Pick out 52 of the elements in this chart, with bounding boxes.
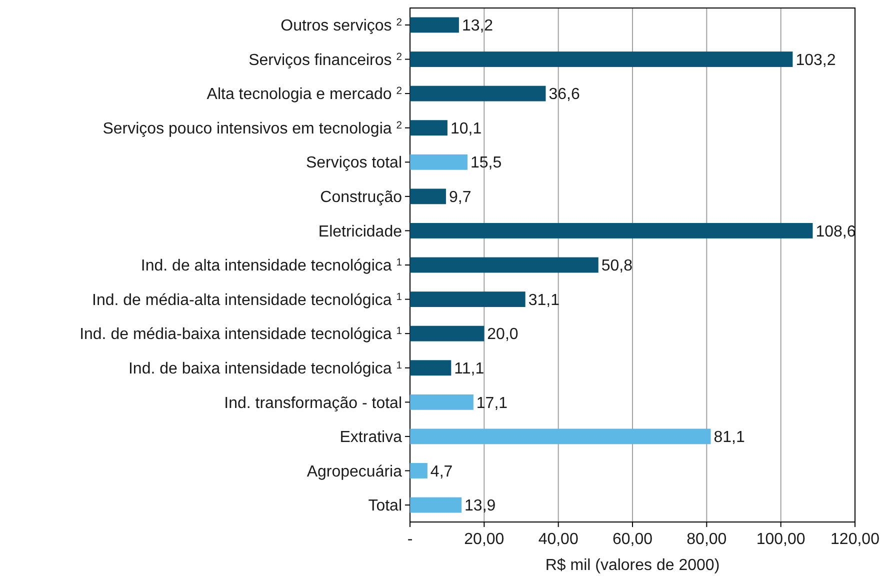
y-tick-label: Extrativa	[340, 429, 402, 446]
bar	[410, 428, 711, 444]
x-tick-label: 80,00	[686, 531, 727, 548]
y-tick-label: Eletricidade	[318, 223, 402, 240]
x-tick-label: 100,00	[756, 531, 806, 548]
bar	[410, 120, 448, 136]
data-label: 11,1	[454, 360, 484, 378]
y-tick-label: Construção	[320, 189, 402, 206]
y-tick-label: Serviços pouco intensivos em tecnologia $^{2}$	[102, 120, 402, 138]
y-tick-label: Alta tecnologia e mercado $^{2}$	[206, 86, 402, 104]
y-tick-label: Outros serviços $^{2}$	[280, 17, 402, 35]
y-tick-label: Ind. de média-alta intensidade tecnológica $^{1}$	[92, 291, 402, 309]
x-tick-label: -	[407, 531, 413, 548]
y-tick-label: Ind. transformação - total	[224, 394, 402, 412]
data-label: 20,0	[487, 326, 518, 344]
bar	[410, 497, 462, 513]
bar	[410, 257, 598, 273]
data-label: 15,5	[470, 154, 502, 172]
data-label: 103,2	[796, 52, 836, 69]
bar	[410, 463, 428, 478]
x-axis-title: R$ mil (valores de 2000)	[545, 557, 720, 574]
y-tick-label: Serviços financeiros $^{2}$	[248, 51, 402, 69]
x-tick-label: 40,00	[538, 531, 578, 548]
x-tick-label: 60,00	[612, 531, 653, 548]
data-label: 31,1	[528, 292, 560, 309]
data-label: 9,7	[448, 189, 472, 206]
data-label: 17,1	[476, 394, 508, 412]
bar	[410, 222, 813, 238]
bar	[410, 17, 459, 33]
data-label: 81,1	[714, 429, 745, 446]
data-label: 50,8	[601, 258, 633, 275]
data-label: 13,2	[462, 18, 494, 35]
bar	[410, 326, 484, 342]
y-tick-label: Total	[368, 498, 402, 515]
bar	[410, 360, 452, 376]
y-tick-label: Ind. de alta intensidade tecnológica $^{1}$	[140, 257, 402, 275]
bar	[410, 394, 474, 410]
x-tick-label: 20,00	[464, 531, 504, 548]
y-tick-label: Ind. de baixa intensidade tecnológica $^{1}$	[128, 360, 402, 378]
data-label: 10,1	[450, 120, 482, 138]
y-tick-label: Ind. de média-baixa intensidade tecnológica $^{1}$	[80, 326, 402, 344]
data-label: 36,6	[548, 86, 580, 104]
bar	[410, 292, 526, 308]
data-label: 13,9	[464, 498, 496, 515]
bar	[410, 154, 468, 170]
bar	[410, 188, 446, 204]
bar	[410, 86, 546, 102]
y-tick-label: Serviços total	[306, 154, 402, 172]
x-tick-label: 120,00	[830, 531, 880, 548]
data-label: 4,7	[430, 463, 453, 480]
bar	[410, 52, 793, 67]
y-tick-label: Agropecuária	[306, 463, 402, 480]
